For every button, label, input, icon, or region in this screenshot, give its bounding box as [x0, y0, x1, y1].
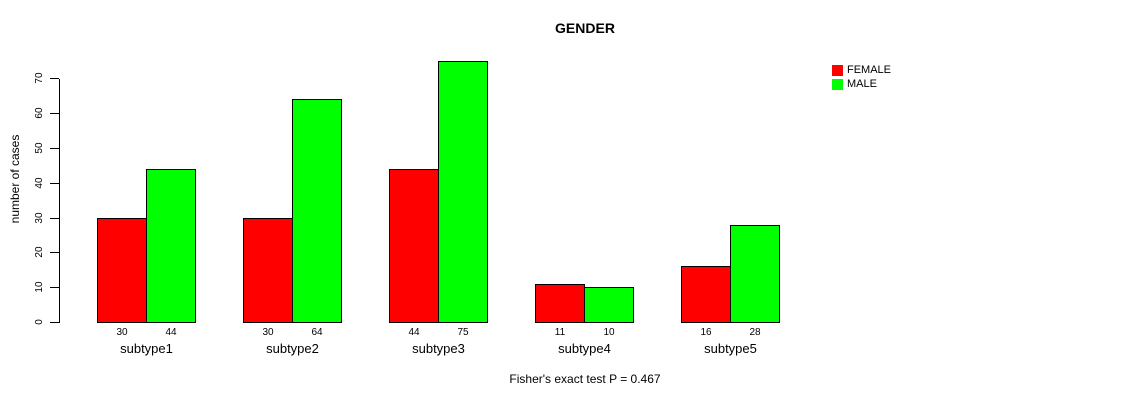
- y-axis-tick: [50, 183, 59, 184]
- bar-male-subtype3: [438, 61, 488, 323]
- bar-value-label-male-subtype4: 10: [603, 327, 615, 338]
- x-axis-label-subtype2: subtype2: [266, 341, 319, 356]
- y-axis-tick-label: 60: [34, 107, 45, 119]
- y-axis-tick-label: 0: [34, 319, 45, 325]
- bar-value-label-female-subtype5: 16: [700, 327, 712, 338]
- bar-value-label-female-subtype1: 30: [116, 327, 128, 338]
- x-axis-label-subtype3: subtype3: [412, 341, 465, 356]
- y-axis-title: number of cases: [8, 134, 22, 224]
- legend-swatch-female: [832, 65, 843, 76]
- y-axis-tick: [50, 287, 59, 288]
- y-axis-tick-label: 40: [34, 177, 45, 189]
- x-axis-label-subtype5: subtype5: [704, 341, 757, 356]
- bar-female-subtype5: [681, 266, 731, 323]
- y-axis-tick: [50, 78, 59, 79]
- bar-value-label-male-subtype3: 75: [457, 327, 469, 338]
- bar-male-subtype2: [292, 99, 342, 323]
- y-axis-tick: [50, 322, 59, 323]
- bar-male-subtype5: [730, 225, 780, 323]
- y-axis-tick-label: 70: [34, 72, 45, 84]
- legend-swatch-male: [832, 79, 843, 90]
- y-axis-line: [59, 79, 60, 323]
- legend-label-male: MALE: [847, 78, 877, 90]
- x-axis-label-subtype1: subtype1: [120, 341, 173, 356]
- bar-female-subtype4: [535, 284, 585, 323]
- bar-value-label-female-subtype4: 11: [554, 327, 566, 338]
- bar-male-subtype1: [146, 169, 196, 323]
- bar-female-subtype3: [389, 169, 439, 323]
- bar-female-subtype1: [97, 218, 147, 323]
- y-axis-tick-label: 30: [34, 212, 45, 224]
- y-axis-tick: [50, 252, 59, 253]
- chart-title: GENDER: [555, 20, 615, 36]
- y-axis-tick-label: 20: [34, 246, 45, 258]
- bar-female-subtype2: [243, 218, 293, 323]
- y-axis-tick: [50, 113, 59, 114]
- y-axis-tick-label: 10: [34, 281, 45, 293]
- bar-value-label-male-subtype1: 44: [165, 327, 177, 338]
- y-axis-tick: [50, 148, 59, 149]
- bar-value-label-male-subtype5: 28: [749, 327, 761, 338]
- y-axis-tick: [50, 218, 59, 219]
- bar-value-label-male-subtype2: 64: [311, 327, 323, 338]
- fisher-test-annotation: Fisher's exact test P = 0.467: [509, 372, 661, 386]
- bar-value-label-female-subtype2: 30: [262, 327, 274, 338]
- bar-value-label-female-subtype3: 44: [408, 327, 420, 338]
- legend-label-female: FEMALE: [847, 64, 892, 76]
- bar-male-subtype4: [584, 287, 634, 323]
- y-axis-tick-label: 50: [34, 142, 45, 154]
- x-axis-label-subtype4: subtype4: [558, 341, 611, 356]
